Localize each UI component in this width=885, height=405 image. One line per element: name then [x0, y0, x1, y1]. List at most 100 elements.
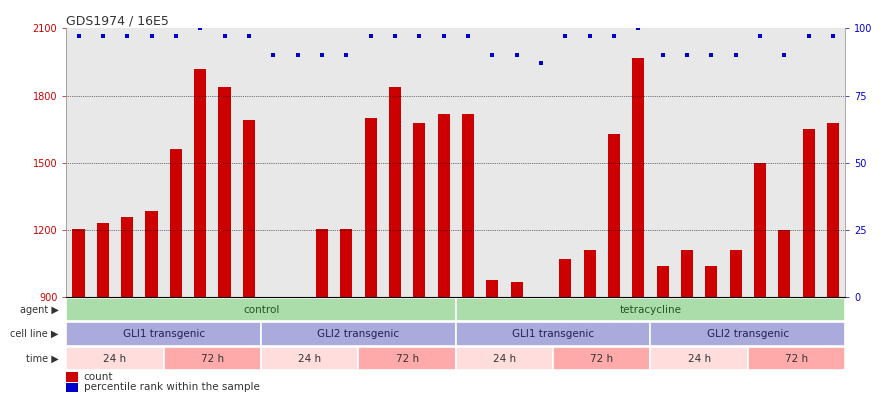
Bar [267, 297, 280, 311]
Bar [66, 322, 261, 346]
Bar [650, 347, 748, 370]
Point [485, 52, 499, 58]
Point [72, 33, 86, 40]
Bar [73, 229, 85, 297]
Point [242, 33, 256, 40]
Bar [340, 229, 352, 297]
Point [510, 52, 524, 58]
Bar [754, 163, 766, 297]
Text: GDS1974 / 16E5: GDS1974 / 16E5 [66, 14, 169, 27]
Point [266, 52, 281, 58]
Point [144, 33, 158, 40]
Bar [261, 322, 456, 346]
Bar [553, 347, 650, 370]
Bar [170, 149, 182, 297]
Bar [462, 113, 474, 297]
Text: GLI1 transgenic: GLI1 transgenic [123, 329, 204, 339]
Bar [261, 347, 358, 370]
Point [339, 52, 353, 58]
Bar [365, 118, 377, 297]
Point [777, 52, 791, 58]
Bar [437, 113, 450, 297]
Bar [827, 123, 839, 297]
Text: percentile rank within the sample: percentile rank within the sample [83, 382, 259, 392]
Bar [358, 347, 456, 370]
Bar [66, 347, 164, 370]
Bar [729, 250, 742, 297]
Point [826, 33, 840, 40]
Point [558, 33, 573, 40]
Bar [96, 224, 109, 297]
Bar [194, 69, 206, 297]
Bar [778, 230, 790, 297]
Bar [681, 250, 693, 297]
Text: tetracycline: tetracycline [620, 305, 681, 315]
Bar [657, 266, 669, 297]
Point [802, 33, 816, 40]
Point [315, 52, 329, 58]
Text: GLI2 transgenic: GLI2 transgenic [318, 329, 399, 339]
Point [631, 25, 645, 32]
Bar [413, 123, 426, 297]
Text: cell line ▶: cell line ▶ [11, 329, 58, 339]
Text: 24 h: 24 h [104, 354, 127, 364]
Text: agent ▶: agent ▶ [19, 305, 58, 315]
Bar [66, 298, 456, 322]
Text: 72 h: 72 h [590, 354, 613, 364]
Text: time ▶: time ▶ [26, 354, 58, 364]
Point [728, 52, 743, 58]
Bar [486, 279, 498, 297]
Bar [705, 266, 718, 297]
Text: 24 h: 24 h [688, 354, 711, 364]
Bar [121, 217, 134, 297]
Bar [242, 120, 255, 297]
Text: 24 h: 24 h [298, 354, 321, 364]
Bar [650, 322, 845, 346]
Bar [456, 347, 553, 370]
Point [436, 33, 450, 40]
Point [96, 33, 110, 40]
Text: GLI1 transgenic: GLI1 transgenic [512, 329, 594, 339]
Point [169, 33, 183, 40]
Bar [535, 297, 547, 311]
Point [656, 52, 670, 58]
Bar [632, 58, 644, 297]
Point [704, 52, 719, 58]
Bar [803, 129, 815, 297]
Bar [583, 250, 596, 297]
Point [193, 25, 207, 32]
Bar [219, 87, 231, 297]
Text: count: count [83, 372, 113, 382]
Point [753, 33, 767, 40]
Point [120, 33, 135, 40]
Bar [748, 347, 845, 370]
Text: 72 h: 72 h [201, 354, 224, 364]
Text: GLI2 transgenic: GLI2 transgenic [707, 329, 789, 339]
Bar [389, 87, 401, 297]
Point [218, 33, 232, 40]
Point [412, 33, 427, 40]
Point [582, 33, 596, 40]
Text: 72 h: 72 h [396, 354, 419, 364]
Bar [164, 347, 261, 370]
Bar [456, 322, 650, 346]
Point [680, 52, 694, 58]
Bar [291, 297, 304, 313]
Point [364, 33, 378, 40]
Bar [608, 134, 620, 297]
Point [534, 60, 548, 66]
Point [388, 33, 402, 40]
Bar [66, 382, 78, 392]
Point [607, 33, 621, 40]
Bar [66, 372, 78, 382]
Bar [511, 282, 523, 297]
Bar [316, 229, 328, 297]
Text: 72 h: 72 h [785, 354, 808, 364]
Point [290, 52, 304, 58]
Text: 24 h: 24 h [493, 354, 516, 364]
Bar [559, 259, 572, 297]
Text: control: control [242, 305, 280, 315]
Point [461, 33, 475, 40]
Bar [456, 298, 845, 322]
Bar [145, 211, 158, 297]
